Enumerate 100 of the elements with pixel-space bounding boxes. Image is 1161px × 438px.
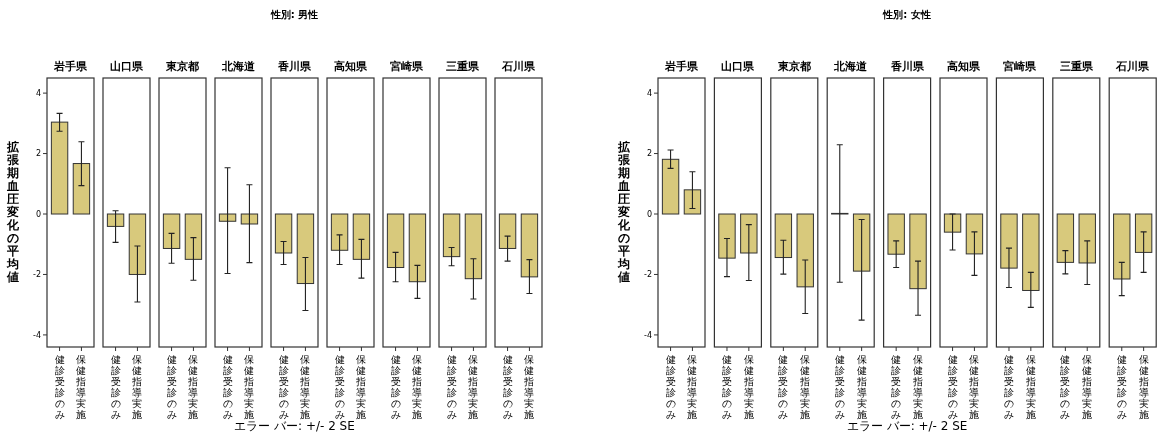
chart-title: 性別: 女性 [882, 9, 931, 20]
y-tick-label: -4 [644, 330, 652, 340]
y-tick-label: 2 [646, 149, 652, 159]
text: 拡張期血圧変化の平均値 [7, 140, 19, 284]
text: 健診受診のみ [778, 354, 789, 420]
bar [498, 213, 517, 249]
text: 保健指導実施 [969, 354, 980, 420]
bar [274, 213, 293, 254]
text: 健診受診のみ [110, 354, 121, 420]
bar [774, 213, 793, 259]
text: 拡張期血圧変化の平均値 [618, 140, 630, 284]
bar [683, 189, 702, 215]
bar [1000, 213, 1018, 269]
bar [1022, 213, 1040, 291]
bar [408, 213, 427, 283]
text: 健診受診のみ [502, 354, 513, 420]
x-tick-label: 三重県 [1059, 60, 1094, 73]
bar [520, 213, 539, 278]
bar [128, 213, 147, 275]
x-tick-label: 岩手県 [53, 60, 88, 73]
bar [1113, 213, 1131, 280]
text: エラー バー: +/- 2 SE [234, 419, 355, 433]
text: 保健指導実施 [743, 354, 754, 420]
text: 健診受診のみ [1003, 354, 1014, 420]
bar [442, 213, 461, 258]
text: 保健指導実施 [132, 354, 143, 420]
chart-title: 性別: 男性 [269, 9, 319, 20]
text: 保健指導実施 [524, 354, 535, 420]
text: 保健指導実施 [1082, 354, 1093, 420]
bar [909, 213, 927, 290]
text: 健診受診のみ [278, 354, 289, 420]
text: 健診受診のみ [721, 354, 732, 420]
bar [50, 121, 69, 215]
bar [240, 213, 259, 225]
bar [106, 213, 125, 227]
bar [718, 213, 736, 259]
bar [184, 213, 203, 260]
legend-label: 保健指導実施 [686, 354, 698, 420]
text: 健診受診のみ [446, 354, 457, 420]
legend-label: 健診受診のみ [665, 354, 676, 420]
bar [796, 213, 814, 288]
x-tick-label: 高知県 [947, 60, 981, 73]
x-tick-label: 東京都 [165, 60, 199, 73]
text: 保健指導実施 [412, 354, 423, 420]
text: エラー バー: +/- 2 SE [846, 419, 968, 433]
x-tick-label: 北海道 [221, 60, 256, 73]
x-tick-label: 山口県 [110, 60, 144, 73]
bar [464, 213, 483, 280]
x-tick-label: 東京都 [776, 60, 811, 73]
x-tick-label: 石川県 [501, 60, 536, 73]
text: 健診受診のみ [834, 354, 845, 420]
text: 健診受診のみ [166, 354, 177, 420]
y-tick-label: 4 [35, 88, 41, 98]
text: 保健指導実施 [913, 354, 924, 420]
y-tick-label: -4 [33, 330, 41, 340]
bar [1056, 213, 1075, 263]
bar [740, 213, 758, 254]
text: 健診受診のみ [891, 354, 902, 420]
x-tick-label: 石川県 [1115, 60, 1151, 73]
text: 健診受診のみ [1060, 354, 1071, 420]
bar [965, 213, 984, 255]
text: 保健指導実施 [856, 354, 867, 420]
y-tick-label: 0 [35, 209, 41, 219]
x-tick-label: 香川県 [277, 60, 312, 73]
y-tick-label: -2 [644, 270, 652, 280]
y-tick-label: 0 [646, 209, 652, 219]
y-tick-label: -2 [33, 270, 41, 280]
y-tick-label: 2 [35, 149, 41, 159]
text: 健診受診のみ [222, 354, 233, 420]
text: 保健指導実施 [188, 354, 199, 420]
text: 保健指導実施 [1138, 354, 1149, 420]
bar [386, 213, 405, 269]
bar [852, 213, 871, 272]
bar [72, 163, 91, 215]
text: 保健指導実施 [468, 354, 479, 420]
x-tick-label: 岩手県 [664, 60, 699, 73]
legend-label: 健診受診のみ [54, 354, 65, 420]
y-tick-label: 4 [646, 88, 652, 98]
x-tick-label: 宮崎県 [1003, 60, 1038, 73]
x-tick-label: 山口県 [721, 60, 756, 73]
text: 健診受診のみ [947, 354, 958, 420]
bar [1078, 213, 1096, 264]
legend-label: 保健指導実施 [75, 354, 87, 420]
text: 保健指導実施 [1025, 354, 1036, 420]
x-tick-label: 三重県 [446, 60, 480, 73]
text: 健診受診のみ [390, 354, 401, 420]
bar [352, 213, 371, 260]
bar [330, 213, 349, 251]
text: 保健指導実施 [800, 354, 811, 420]
bar [162, 213, 181, 249]
text: 保健指導実施 [244, 354, 255, 420]
text: 健診受診のみ [1116, 354, 1127, 420]
bar [218, 213, 237, 222]
bar [296, 213, 315, 285]
bar [661, 158, 680, 215]
text: 健診受診のみ [334, 354, 345, 420]
text: 保健指導実施 [300, 354, 311, 420]
text: 保健指導実施 [356, 354, 367, 420]
x-tick-label: 北海道 [833, 60, 869, 73]
x-tick-label: 宮崎県 [390, 60, 424, 73]
